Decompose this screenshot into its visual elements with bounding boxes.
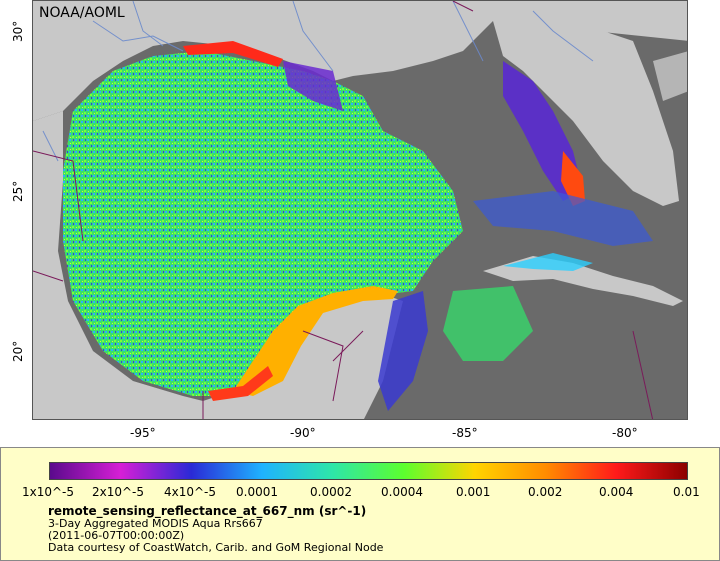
land-bahamas	[653, 51, 687, 101]
colorbar	[49, 462, 688, 480]
colorbar-label-1e-5: 1x10^-5	[22, 485, 75, 499]
land-mexico	[33, 111, 203, 419]
colorbar-label-4e-5: 4x10^-5	[164, 485, 217, 499]
legend-product: 3-Day Aggregated MODIS Aqua Rrs667	[48, 517, 263, 530]
x-tick-90: -90°	[290, 426, 316, 440]
data-swath-gulf	[63, 51, 463, 396]
y-tick-20: 20°	[11, 340, 25, 362]
legend-variable: remote_sensing_reflectance_at_667_nm (sr…	[48, 504, 367, 518]
colorbar-label-0-004: 0.004	[599, 485, 634, 499]
map-canvas	[33, 1, 687, 419]
colorbar-label-0-0001: 0.0001	[236, 485, 278, 499]
data-coastal-purple	[283, 61, 343, 111]
rivers	[42, 1, 594, 162]
x-tick-85: -85°	[452, 426, 478, 440]
colorbar-label-2e-5: 2x10^-5	[92, 485, 145, 499]
data-yucatan-channel	[378, 291, 428, 411]
map-frame: NOAA/AOML	[32, 0, 688, 420]
x-tick-95: -95°	[130, 426, 156, 440]
data-caribbean-patches	[443, 286, 533, 361]
legend-credit: Data courtesy of CoastWatch, Carib. and …	[48, 541, 384, 554]
data-coastal-red	[183, 41, 283, 67]
data-florida-red	[561, 151, 585, 206]
land-north	[33, 1, 687, 121]
colorbar-label-0-002: 0.002	[528, 485, 563, 499]
colorbar-label-0-0002: 0.0002	[310, 485, 352, 499]
y-tick-30: 30°	[11, 20, 25, 42]
data-east-patches	[473, 191, 653, 246]
colorbar-label-0-01: 0.01	[673, 485, 700, 499]
data-campeche-red	[208, 366, 273, 401]
x-tick-80: -80°	[612, 426, 638, 440]
political-borders	[33, 1, 654, 419]
y-tick-25: 25°	[11, 180, 25, 202]
colorbar-label-0-0004: 0.0004	[381, 485, 423, 499]
data-coastal-orange	[233, 286, 398, 396]
legend-date: (2011-06-07T00:00:00Z)	[48, 529, 185, 542]
land-florida	[493, 21, 679, 206]
data-cuba-coast	[503, 253, 593, 271]
credit-noaa: NOAA/AOML	[39, 5, 125, 21]
colorbar-label-0-001: 0.001	[456, 485, 491, 499]
